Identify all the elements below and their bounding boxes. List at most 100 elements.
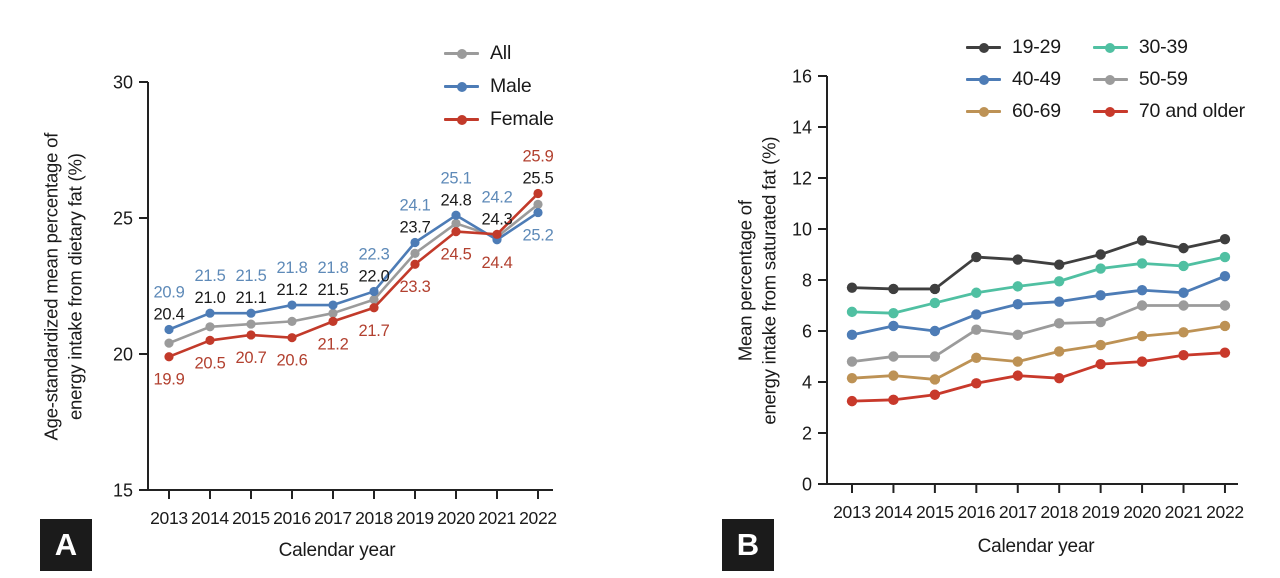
legend-dot-icon [1105,106,1116,117]
data-point-30-39 [1095,263,1106,274]
series-line-50-59 [850,304,1227,364]
data-point-40-49 [1012,299,1023,310]
data-point-50-59 [929,351,941,362]
legend-line-marker-icon [444,114,479,125]
panel-b-y-axis-title: Mean percentage of energy intake from sa… [733,61,780,501]
panel-a-badge: A [40,519,92,571]
data-point-19-29 [929,283,941,295]
data-point-70-and-older [1178,350,1189,361]
x-tick-label: 2014 [875,502,913,522]
data-label-male: 24.2 [482,188,513,206]
data-point-all [328,308,338,318]
x-tick-label: 2022 [1206,502,1244,522]
legend-item-70-and-older: 70 and older [1092,100,1245,123]
data-point-30-39 [1012,281,1023,292]
data-label-all: 24.3 [482,210,513,228]
data-point-70-and-older [1136,356,1148,367]
data-label-female: 20.7 [236,349,267,367]
data-point-70-and-older [1095,358,1106,370]
y-tick-label: 12 [792,169,812,189]
y-tick-label: 20 [113,345,133,365]
series-line-30-39 [850,255,1227,315]
y-tick-label: 15 [113,481,133,501]
panel-a-y-axis-title: Age-standardized mean percentage of ener… [39,67,86,507]
legend-dot-icon [456,81,467,92]
data-label-female: 19.9 [154,371,185,389]
legend-dot-icon [456,48,467,59]
panel-a-legend: All Male Female [444,42,554,131]
data-label-male: 20.9 [154,284,185,302]
data-point-60-69 [846,372,858,384]
data-label-male: 21.8 [277,259,308,277]
data-point-30-39 [1219,251,1231,263]
data-label-all: 25.5 [523,170,554,188]
data-point-female [369,303,379,313]
y-tick-label: 16 [792,67,812,87]
data-label-female: 23.3 [400,278,431,296]
data-point-60-69 [1095,339,1106,351]
x-tick-label: 2016 [957,502,995,522]
data-point-male [246,308,256,318]
legend-line-marker-icon [966,42,1001,53]
series-line-60-69 [850,324,1227,381]
data-point-female [246,330,256,340]
data-label-all: 21.0 [195,289,226,307]
data-point-70-and-older [1012,370,1023,381]
panel-b-badge: B [722,519,774,571]
data-point-all [369,295,379,305]
legend-line-marker-icon [966,106,1001,117]
legend-dot-icon [978,106,989,117]
data-point-70-and-older [1219,347,1231,358]
legend-label: Female [490,108,554,130]
data-point-70-and-older [929,389,941,400]
series-line-19-29 [850,237,1227,291]
data-label-female: 24.5 [441,246,472,264]
data-label-female: 20.6 [277,352,308,370]
x-tick-label: 2013 [150,508,188,528]
x-tick-label: 2020 [437,508,475,528]
data-label-female: 21.2 [318,335,349,353]
data-label-all: 21.2 [277,281,308,299]
data-point-female [451,227,461,237]
data-point-all [164,338,174,348]
series-line-male [167,211,540,331]
data-label-female: 20.5 [195,354,226,372]
legend-line-marker-icon [1092,42,1128,53]
data-point-40-49 [1178,287,1189,298]
y-axis-title-line-1: Mean percentage of [734,200,756,362]
data-point-50-59 [1012,329,1023,341]
legend-item-30-39: 30-39 [1092,36,1245,59]
data-point-male [205,308,215,318]
x-tick-label: 2020 [1123,502,1161,522]
x-tick-label: 2019 [1082,502,1120,522]
data-point-70-and-older [888,394,899,406]
legend-label: 30-39 [1138,36,1188,58]
data-point-female [410,259,420,269]
legend-line-marker-icon [1092,106,1128,117]
y-tick-label: 6 [802,322,812,342]
series-line-female [167,192,540,359]
data-point-70-and-older [1054,372,1065,384]
legend-line-marker-icon [444,81,479,92]
data-point-male [533,207,543,218]
data-point-19-29 [1054,259,1065,270]
data-label-all: 22.0 [359,267,390,285]
data-point-all [533,199,543,209]
legend-item-male: Male [444,75,554,98]
legend-dot-icon [456,114,467,125]
data-point-40-49 [1054,296,1065,307]
data-point-male [328,300,338,310]
data-point-40-49 [846,329,858,341]
data-point-30-39 [971,287,982,298]
data-point-male [164,324,174,335]
data-point-female [164,352,174,362]
data-point-40-49 [1136,285,1148,296]
data-label-male: 24.1 [400,196,431,214]
data-point-60-69 [1136,330,1148,342]
y-tick-label: 10 [792,220,812,240]
legend-label: All [490,42,512,64]
data-point-60-69 [1178,327,1189,338]
data-point-female [492,229,502,239]
data-point-50-59 [971,324,982,335]
